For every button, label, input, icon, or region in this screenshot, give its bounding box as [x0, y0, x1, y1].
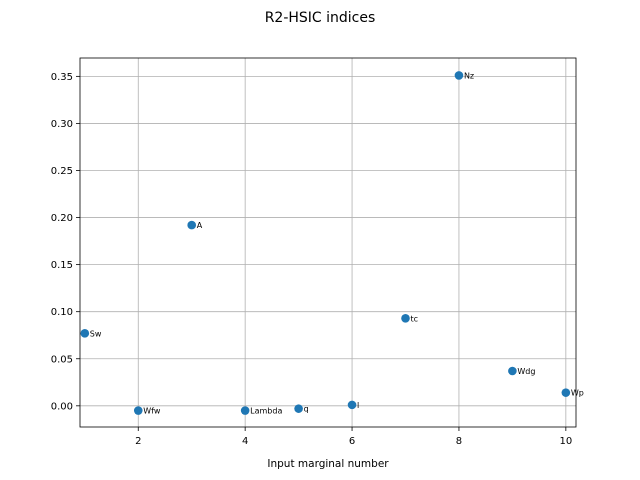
x-tick-label: 10: [559, 436, 572, 447]
x-axis-ticks: 2 4 6 8 10: [135, 427, 572, 447]
data-point: [454, 71, 464, 80]
y-tick-label: 0.25: [51, 166, 73, 177]
y-tick-label: 0.15: [51, 260, 73, 271]
point-label: Nz: [464, 71, 474, 80]
y-axis-ticks: 0.00 0.05 0.10 0.15 0.20 0.25 0.30 0.35: [51, 72, 80, 412]
chart-title: R2-HSIC indices: [265, 10, 376, 26]
data-point: [401, 313, 410, 323]
y-tick-label: 0.35: [51, 72, 73, 83]
point-label: Wfw: [143, 407, 161, 416]
point-label: Lambda: [250, 407, 282, 416]
x-axis-label: Input marginal number: [267, 458, 389, 470]
data-points: [80, 71, 571, 415]
x-tick-label: 2: [135, 436, 141, 447]
data-point: [133, 406, 143, 415]
point-label: Wdg: [517, 367, 535, 376]
y-tick-label: 0.00: [51, 401, 73, 412]
x-tick-label: 8: [456, 436, 462, 447]
point-label: Wp: [571, 389, 584, 398]
data-point: [294, 404, 303, 413]
y-tick-label: 0.30: [51, 119, 73, 130]
data-point: [347, 400, 357, 410]
data-point: [187, 220, 197, 230]
y-tick-label: 0.20: [51, 213, 73, 224]
point-labels: Sw Wfw A Lambda q l tc Nz Wdg Wp: [90, 71, 584, 415]
data-point: [561, 388, 571, 397]
point-label: Sw: [90, 329, 102, 338]
y-tick-label: 0.05: [51, 354, 73, 365]
data-point: [240, 406, 250, 415]
data-point: [80, 329, 90, 338]
x-tick-label: 6: [349, 436, 355, 447]
grid-layer: [80, 58, 576, 427]
point-label: l: [357, 401, 359, 410]
data-point: [508, 366, 517, 376]
point-label: q: [304, 405, 309, 414]
x-tick-label: 4: [242, 436, 248, 447]
plot-frame: [79, 57, 577, 428]
point-label: A: [197, 221, 203, 230]
y-tick-label: 0.10: [51, 307, 73, 318]
point-label: tc: [411, 314, 419, 323]
